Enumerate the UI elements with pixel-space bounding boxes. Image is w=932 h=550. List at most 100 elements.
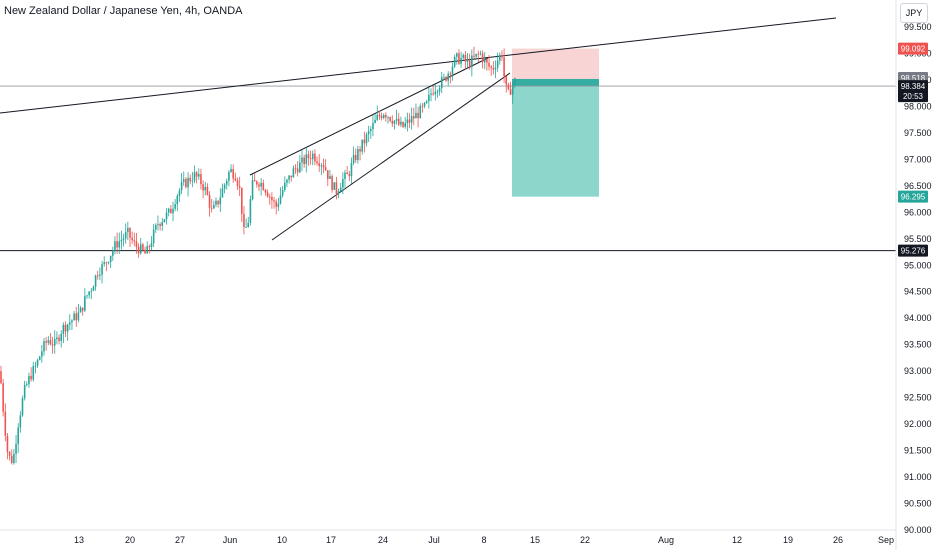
y-tick-label: 94.500: [904, 287, 932, 297]
candle-body: [324, 167, 327, 171]
x-tick-label: Jun: [223, 535, 238, 545]
candle-body: [161, 222, 164, 226]
candle-body: [286, 179, 288, 183]
candle-body: [75, 313, 78, 321]
y-tick-label: 92.500: [904, 393, 932, 403]
countdown-text: 20:53: [903, 92, 924, 101]
candle-body: [462, 54, 465, 58]
candle-body: [348, 174, 351, 177]
candle-body: [32, 366, 35, 380]
candle-body: [296, 168, 299, 173]
x-tick-label: Jul: [428, 535, 440, 545]
candle-body: [8, 451, 11, 456]
take-profit-zone: [512, 78, 599, 197]
candle-body: [71, 320, 73, 323]
candle-body: [215, 200, 217, 205]
candle-body: [122, 238, 125, 240]
candle-body: [0, 371, 2, 384]
candle-body: [268, 196, 271, 198]
candle-body: [490, 66, 492, 68]
candle-body: [221, 188, 224, 198]
candle-body: [92, 286, 95, 291]
candle-body: [36, 359, 39, 366]
candle-body: [131, 237, 133, 241]
candle-body: [479, 53, 482, 55]
candle-body: [30, 376, 32, 380]
candle-body: [294, 168, 297, 170]
candle-body: [49, 340, 52, 345]
candle-body: [421, 105, 424, 107]
candle-body: [440, 77, 443, 89]
candle-body: [354, 154, 357, 161]
candle-body: [191, 180, 194, 182]
candle-body: [417, 112, 419, 119]
candle-body: [499, 54, 501, 61]
candle-body: [507, 84, 510, 90]
y-tick-label: 91.500: [904, 446, 932, 456]
stop-price-badge-text: 99.092: [901, 45, 926, 54]
candle-body: [309, 158, 312, 160]
candle-body: [213, 204, 215, 209]
candle-body: [475, 53, 477, 57]
x-tick-label: 26: [833, 535, 843, 545]
candle-body: [198, 174, 200, 177]
candle-body: [346, 172, 348, 175]
candle-body: [501, 54, 503, 58]
candle-body: [288, 175, 290, 180]
candle-body: [236, 180, 239, 186]
candle-body: [468, 60, 471, 68]
candle-body: [408, 119, 411, 123]
candle-body: [335, 182, 338, 194]
y-tick-label: 96.500: [904, 181, 932, 191]
x-tick-label: 24: [378, 535, 388, 545]
candle-body: [210, 207, 213, 209]
candle-body: [380, 116, 383, 118]
x-tick-label: Aug: [658, 535, 674, 545]
currency-button[interactable]: JPY: [900, 3, 928, 23]
candle-body: [314, 153, 316, 162]
candle-body: [64, 324, 67, 332]
candle-body: [307, 154, 310, 159]
candle-body: [200, 174, 202, 185]
candle-body: [509, 89, 512, 95]
candle-body: [6, 435, 9, 452]
candle-body: [451, 66, 454, 75]
candle-body: [62, 324, 65, 334]
candle-body: [51, 344, 54, 346]
candle-body: [277, 203, 280, 207]
candle-body: [234, 178, 237, 181]
candle-body: [116, 241, 118, 248]
candle-body: [342, 179, 344, 188]
candle-body: [195, 172, 198, 177]
candle-body: [327, 170, 329, 179]
candle-body: [320, 165, 323, 167]
y-tick-label: 97.500: [904, 128, 932, 138]
y-tick-label: 90.000: [904, 525, 932, 535]
candle-body: [185, 179, 187, 188]
candle-body: [488, 62, 490, 67]
candle-body: [410, 116, 413, 123]
candle-body: [352, 154, 355, 164]
candle-body: [17, 427, 19, 444]
candle-body: [436, 91, 439, 93]
candle-body: [228, 172, 230, 181]
candle-body: [148, 246, 151, 248]
candle-body: [176, 195, 179, 205]
candle-body: [350, 163, 353, 177]
candle-body: [262, 182, 265, 190]
candle-body: [266, 192, 269, 197]
candle-body: [86, 295, 88, 297]
candle-body: [105, 262, 108, 264]
candle-body: [165, 212, 168, 220]
candle-body: [447, 73, 449, 81]
candle-body: [275, 201, 277, 207]
candle-body: [393, 120, 396, 124]
candle-body: [256, 181, 258, 185]
candle-body: [400, 121, 402, 125]
candle-body: [129, 227, 131, 238]
candle-body: [279, 195, 282, 204]
candle-body: [430, 93, 432, 95]
x-tick-label: 12: [732, 535, 742, 545]
y-tick-label: 95.500: [904, 234, 932, 244]
candle-body: [428, 94, 430, 102]
